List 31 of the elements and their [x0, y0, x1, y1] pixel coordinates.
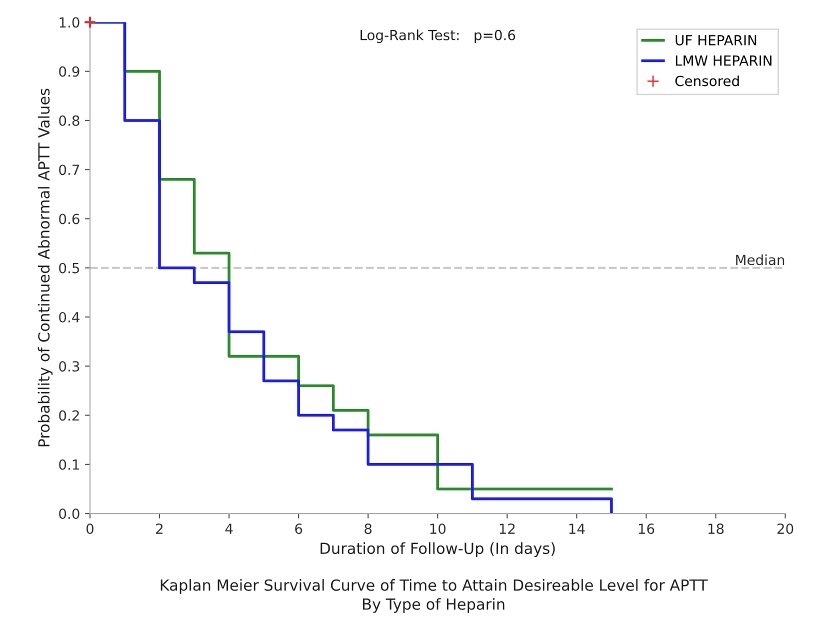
x-tick-label: 12 [500, 524, 515, 534]
x-tick-label: 6 [295, 524, 302, 534]
annotation: Log-Rank Test: p=0.6 [360, 30, 516, 43]
y-tick-label: 1.0 [60, 17, 80, 28]
y-tick-label: 0.1 [59, 459, 79, 470]
legend-label: Censored [675, 75, 739, 86]
x-tick-label: 16 [638, 524, 654, 534]
text: Kaplan Meier Survival Curve of Time to Attain Desireable Level for APTT [160, 579, 708, 594]
y-tick-label: 0.8 [59, 115, 80, 126]
x-tick-label: 14 [569, 524, 585, 534]
text: By Type of Heparin [363, 598, 504, 613]
y-tick-label: 0.9 [59, 66, 80, 77]
y-tick-label: 0.0 [59, 508, 80, 520]
x-axis-title: Duration of Follow-Up (In days) [320, 542, 555, 558]
y-tick-label: 0.5 [59, 262, 80, 274]
x-tick-label: 4 [225, 524, 233, 534]
x-tick-label: 2 [156, 524, 163, 534]
x-tick-label: 0 [86, 524, 94, 534]
legend-label: LMW HEPARIN [676, 56, 772, 66]
y-tick-label: 0.6 [59, 214, 80, 224]
x-tick-label: 20 [777, 524, 794, 534]
legend-label: UF HEPARIN [676, 35, 756, 46]
x-tick-label: 8 [364, 524, 372, 534]
y-tick-label: 0.4 [59, 312, 80, 322]
y-tick-label: 0.2 [59, 410, 79, 421]
y-axis-title: Probability of Continued Abnormal APTT Values [38, 88, 53, 446]
x-tick-label: 10 [430, 524, 446, 534]
y-tick-label: 0.3 [59, 361, 80, 372]
ref-line-label: Median [736, 254, 784, 266]
x-tick-label: 18 [708, 524, 724, 534]
y-tick-label: 0.7 [59, 164, 80, 176]
